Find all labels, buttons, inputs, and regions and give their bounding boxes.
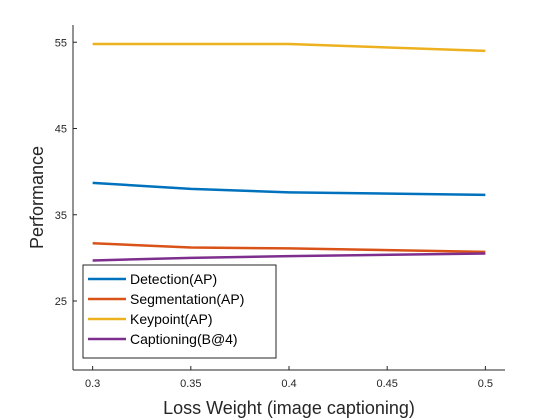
x-tick-label: 0.5 [478,378,493,390]
x-tick-label: 0.3 [85,378,100,390]
x-tick-label: 0.35 [180,378,201,390]
series-line-1 [92,181,486,197]
x-axis-title: Loss Weight (image captioning) [163,398,415,418]
series-line-2 [92,241,486,254]
legend-box [82,264,277,359]
series-line-3 [92,42,486,53]
legend-label: Segmentation(AP) [130,291,244,307]
y-tick-label: 35 [55,210,67,222]
x-tick-label: 0.45 [376,378,397,390]
x-tick-label: 0.4 [281,378,296,390]
legend-label: Captioning(B@4) [130,331,238,347]
series-line-4 [92,252,486,262]
axes: 25 35 45 55 0.3 0.35 0.4 0.45 0.5 Loss Weight (im… [27,25,505,418]
series-layer [92,42,486,262]
y-axis-title: Performance [27,146,47,249]
legend-label: Keypoint(AP) [130,311,212,327]
legend-label: Detection(AP) [130,271,217,287]
y-tick-label: 25 [55,296,67,308]
y-tick-label: 45 [55,124,67,136]
legend: Detection(AP) Segmentation(AP) Keypoint(AP… [82,264,277,359]
y-tick-label: 55 [55,37,67,49]
